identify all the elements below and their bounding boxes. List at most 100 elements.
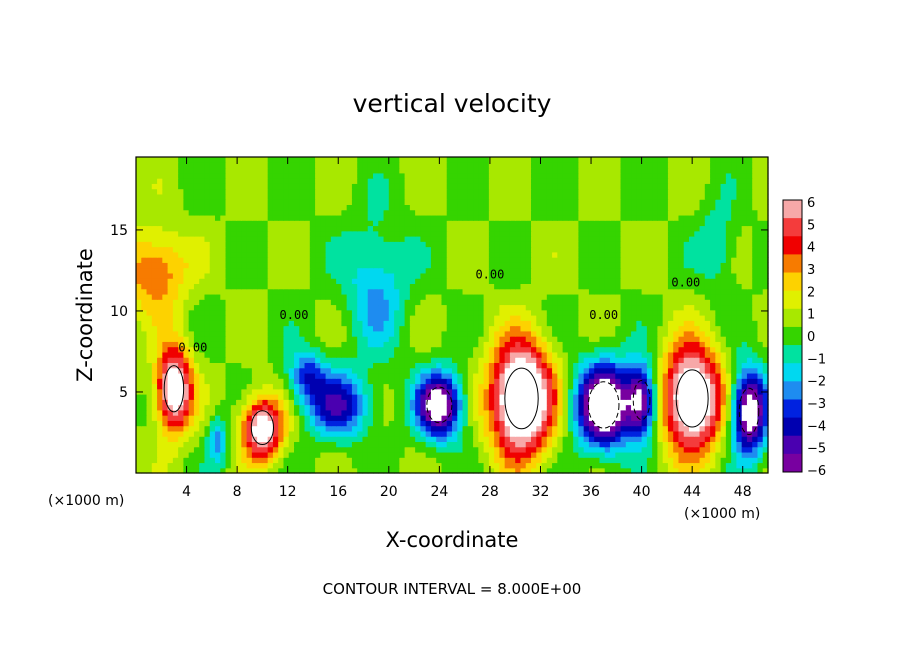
heatmap-cell (351, 309, 358, 316)
heatmap-cell (689, 378, 695, 385)
heatmap-cell (509, 441, 516, 448)
heatmap-cell (678, 394, 685, 400)
heatmap-cell (425, 299, 432, 306)
heatmap-cell (499, 462, 506, 469)
heatmap-cell (673, 436, 680, 442)
heatmap-cell (409, 262, 416, 269)
heatmap-cell (573, 304, 579, 311)
heatmap-cell (278, 420, 285, 427)
heatmap-cell (167, 399, 174, 406)
heatmap-cell (725, 367, 732, 374)
heatmap-cell (620, 362, 627, 369)
heatmap-cell (241, 346, 248, 353)
heatmap-cell (341, 441, 348, 448)
heatmap-cell (689, 394, 695, 400)
heatmap-cell (594, 372, 601, 379)
heatmap-cell (441, 304, 448, 311)
heatmap-cell (546, 388, 553, 395)
heatmap-cell (731, 357, 737, 363)
heatmap-cell (662, 257, 669, 263)
heatmap-cell (509, 367, 516, 374)
heatmap-cell (193, 257, 200, 263)
heatmap-cell (325, 272, 332, 279)
heatmap-cell (141, 383, 148, 390)
heatmap-cell (604, 367, 611, 374)
heatmap-cell (457, 304, 464, 311)
heatmap-cell (762, 420, 769, 427)
heatmap-cell (720, 372, 727, 379)
heatmap-cell (615, 257, 622, 263)
heatmap-cell (678, 388, 685, 395)
heatmap-cell (420, 436, 427, 442)
heatmap-cell (373, 372, 379, 379)
heatmap-cell (515, 325, 522, 332)
heatmap-cell (415, 309, 421, 316)
heatmap-cell (409, 341, 416, 348)
heatmap-cell (278, 372, 285, 379)
heatmap-cell (710, 346, 716, 353)
heatmap-cell (236, 394, 242, 400)
heatmap-cell (251, 420, 258, 427)
heatmap-cell (741, 341, 748, 348)
heatmap-cell (452, 451, 458, 458)
heatmap-cell (136, 304, 142, 311)
heatmap-cell (731, 267, 737, 274)
heatmap-cell (272, 315, 279, 321)
heatmap-cell (209, 425, 216, 432)
heatmap-cell (304, 441, 311, 448)
heatmap-cell (204, 441, 211, 448)
heatmap-cell (683, 288, 690, 295)
heatmap-cell (462, 346, 469, 353)
heatmap-cell (357, 378, 364, 385)
heatmap-cell (199, 351, 206, 358)
heatmap-cell (720, 409, 727, 416)
heatmap-cell (646, 288, 653, 295)
heatmap-cell (504, 367, 511, 374)
heatmap-cell (230, 467, 237, 474)
heatmap-cell (415, 346, 421, 353)
heatmap-cell (483, 394, 490, 400)
heatmap-cell (188, 404, 195, 411)
heatmap-cell (715, 288, 722, 295)
heatmap-cell (588, 436, 595, 442)
heatmap-cell (673, 462, 680, 469)
heatmap-cell (552, 315, 558, 321)
heatmap-cell (657, 320, 664, 327)
heatmap-cell (236, 415, 242, 421)
heatmap-cell (351, 330, 358, 337)
heatmap-cell (662, 399, 669, 406)
heatmap-cell (441, 341, 448, 348)
heatmap-cell (215, 278, 221, 284)
heatmap-cell (494, 251, 500, 258)
heatmap-cell (531, 288, 537, 295)
heatmap-cell (394, 267, 400, 274)
heatmap-cell (552, 394, 558, 400)
heatmap-cell (378, 251, 385, 258)
heatmap-cell (199, 388, 206, 395)
heatmap-cell (546, 341, 553, 348)
heatmap-cell (599, 351, 606, 358)
heatmap-cell (220, 383, 227, 390)
heatmap-cell (330, 299, 337, 306)
heatmap-cell (515, 457, 522, 464)
heatmap-cell (383, 441, 390, 448)
heatmap-cell (631, 451, 637, 458)
heatmap-cell (588, 462, 595, 469)
heatmap-cell (567, 262, 574, 269)
heatmap-cell (520, 320, 527, 327)
heatmap-cell (636, 262, 643, 269)
heatmap-cell (267, 420, 274, 427)
heatmap-cell (657, 436, 664, 442)
heatmap-cell (636, 425, 643, 432)
heatmap-cell (752, 336, 759, 342)
heatmap-cell (378, 288, 385, 295)
heatmap-cell (151, 446, 158, 453)
heatmap-cell (251, 462, 258, 469)
heatmap-cell (193, 415, 200, 421)
heatmap-cell (583, 304, 590, 311)
heatmap-cell (178, 330, 184, 337)
heatmap-cell (409, 467, 416, 474)
heatmap-cell (388, 462, 395, 469)
heatmap-cell (193, 325, 200, 332)
heatmap-cell (262, 346, 269, 353)
